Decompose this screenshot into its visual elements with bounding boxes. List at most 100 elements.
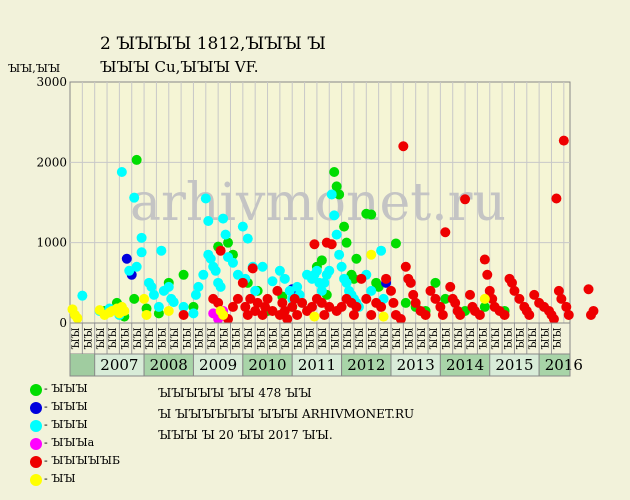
data-point <box>153 301 164 312</box>
data-point <box>245 293 256 304</box>
data-point <box>553 285 564 296</box>
data-point <box>272 285 283 296</box>
x-tick-label: ꙐꙐ <box>343 327 354 349</box>
data-point <box>395 313 406 324</box>
info-count: ꙐꙐꙐꙐꙐ ꙐꙐ 478 ꙐꙐ <box>158 386 312 400</box>
data-point <box>588 305 599 316</box>
data-point <box>366 209 377 220</box>
data-point <box>326 239 337 250</box>
data-point <box>561 301 572 312</box>
data-point <box>479 301 490 312</box>
data-point <box>376 301 387 312</box>
data-point <box>72 313 83 324</box>
data-point <box>366 249 377 260</box>
data-point <box>250 305 261 316</box>
x-tick-label: ꙐꙐ <box>454 327 465 349</box>
data-point <box>440 293 451 304</box>
x-tick-label: ꙐꙐ <box>405 327 416 349</box>
data-point <box>289 293 300 304</box>
x-tick-label: ꙐꙐ <box>466 327 477 349</box>
data-point <box>240 301 251 312</box>
data-point <box>309 239 320 250</box>
data-point <box>435 301 446 312</box>
data-point <box>250 285 261 296</box>
y-tick-label: 3000 <box>36 75 67 89</box>
data-point <box>351 253 362 264</box>
data-point <box>287 301 298 312</box>
info-source: Ꙑ ꙐꙐꙐꙐꙐꙐ ꙐꙐꙐ ARHIVMONET.RU <box>158 407 415 421</box>
x-tick-label: ꙐꙐ <box>244 327 255 349</box>
x-tick-label: ꙐꙐ <box>256 327 267 349</box>
data-point <box>373 281 384 292</box>
y-tick-label: 2000 <box>36 155 67 169</box>
data-point <box>336 301 347 312</box>
x-tick-label: ꙐꙐ <box>516 327 527 349</box>
data-point <box>351 301 362 312</box>
data-point <box>77 290 88 301</box>
data-point <box>334 189 345 200</box>
data-point <box>136 247 147 258</box>
data-point <box>390 238 401 249</box>
legend-label: - ꙐꙐ <box>44 472 76 485</box>
data-point <box>178 309 189 320</box>
data-point <box>274 265 285 276</box>
data-point <box>514 293 525 304</box>
data-point <box>445 281 456 292</box>
data-point <box>131 154 142 165</box>
data-point <box>484 285 495 296</box>
data-point <box>200 193 211 204</box>
data-point <box>398 141 409 152</box>
data-point <box>124 265 135 276</box>
data-point <box>420 309 431 320</box>
x-tick-label: ꙐꙐ <box>84 327 95 349</box>
data-point <box>279 273 290 284</box>
data-point <box>141 309 152 320</box>
x-tick-label: ꙐꙐ <box>355 327 366 349</box>
y-tick-label: 1000 <box>36 236 67 250</box>
x-tick-label: ꙐꙐ <box>145 327 156 349</box>
chart-title-line2: ꙐꙐꙐ Cu,ꙐꙐꙐ VF. <box>100 58 259 76</box>
watermark: arhivmonet.ru <box>130 173 506 233</box>
data-point <box>548 313 559 324</box>
data-point <box>188 308 199 319</box>
data-point <box>400 297 411 308</box>
legend-swatch <box>30 420 42 432</box>
data-point <box>410 297 421 308</box>
x-tick-label: ꙐꙐ <box>306 327 317 349</box>
data-point <box>146 281 157 292</box>
data-point <box>385 285 396 296</box>
data-point <box>257 309 268 320</box>
data-point <box>509 285 520 296</box>
x-tick-label: ꙐꙐ <box>417 327 428 349</box>
data-point <box>267 305 278 316</box>
data-point <box>348 273 359 284</box>
data-point <box>324 265 335 276</box>
year-label: 2011 <box>298 356 336 374</box>
data-point <box>316 285 327 296</box>
data-point <box>163 305 174 316</box>
legend-label: - ꙐꙐꙐꙐꙐБ <box>44 454 121 467</box>
data-point <box>430 277 441 288</box>
data-point <box>213 297 224 308</box>
year-label: 2009 <box>199 356 237 374</box>
data-point <box>388 297 399 308</box>
data-point <box>306 301 317 312</box>
data-point <box>339 221 350 232</box>
data-point <box>168 297 179 308</box>
x-tick-label: ꙐꙐ <box>553 327 564 349</box>
x-tick-label: ꙐꙐ <box>318 327 329 349</box>
x-tick-label: ꙐꙐ <box>392 327 403 349</box>
year-label: 2016 <box>545 356 583 374</box>
data-point <box>450 297 461 308</box>
data-points <box>67 135 599 324</box>
x-tick-label: ꙐꙐ <box>170 327 181 349</box>
data-point <box>437 309 448 320</box>
year-label: 2012 <box>347 356 385 374</box>
year-label: 2013 <box>397 356 435 374</box>
data-point <box>119 305 130 316</box>
data-point <box>279 305 290 316</box>
legend-label: - ꙐꙐꙐa <box>44 436 95 449</box>
data-point <box>378 293 389 304</box>
x-tick-label: ꙐꙐ <box>367 327 378 349</box>
data-point <box>247 263 258 274</box>
